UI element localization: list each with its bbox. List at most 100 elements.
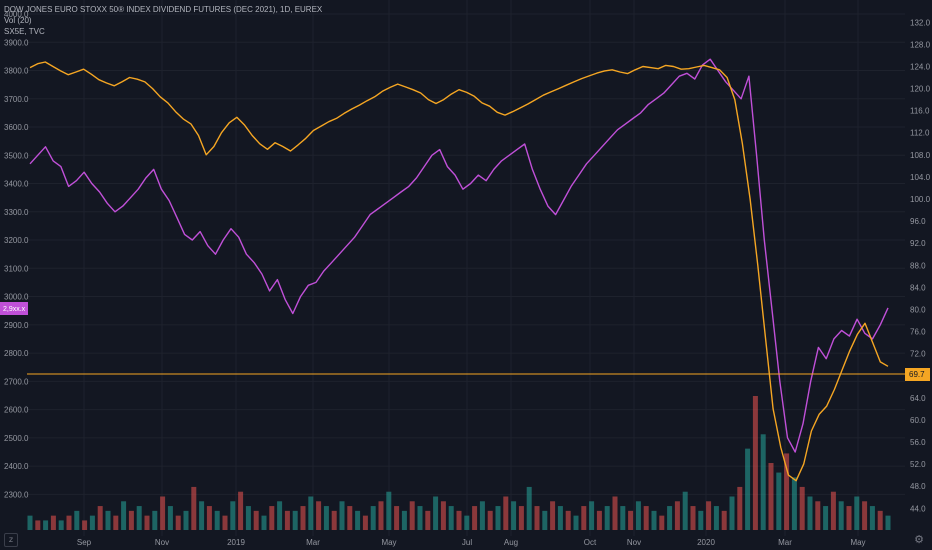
right-axis-tick-label: 52.0 [910,460,926,469]
grid [27,0,905,536]
x-axis-tick-label: Nov [155,538,169,547]
left-axis-tick-label: 3200.0 [4,236,29,245]
right-axis-tick-label: 96.0 [910,217,926,226]
legend-compare-symbol[interactable]: SX5E, TVC [4,27,45,36]
settings-gear-icon[interactable]: ⚙ [914,533,924,546]
volume-bars [27,396,891,530]
right-axis-tick-label: 100.0 [910,195,931,204]
volume-bar [612,496,618,530]
x-axis-tick-label: Aug [504,538,518,547]
volume-bar [284,510,290,530]
volume-bar [50,515,56,530]
left-axis-tick-label: 3400.0 [4,180,29,189]
volume-bar [846,506,852,530]
right-axis-tick-label: 88.0 [910,261,926,270]
right-axis-tick-label: 124.0 [910,62,931,71]
volume-bar [838,501,844,530]
right-current-label-text: 69.7 [909,370,925,379]
right-axis-tick-label: 60.0 [910,416,926,425]
volume-bar [105,510,111,530]
volume-bar [144,515,150,530]
volume-bar [752,396,758,530]
volume-bar [674,501,680,530]
left-axis-tick-label: 2800.0 [4,349,29,358]
volume-bar [620,506,626,530]
right-axis-tick-label: 116.0 [910,107,930,116]
volume-bar [456,510,462,530]
right-axis-tick-label: 80.0 [910,305,926,314]
volume-bar [152,510,158,530]
volume-bar [331,510,337,530]
volume-bar [409,501,415,530]
volume-bar [698,510,704,530]
volume-bar [448,506,454,530]
left-price-axis[interactable]: 4000.0 3900.0 3800.0 3700.0 3600.0 3500.0 3400… [4,10,29,499]
volume-bar [128,510,134,530]
volume-bar [347,506,353,530]
volume-bar [300,506,306,530]
volume-bar [261,515,267,530]
volume-bar [862,501,868,530]
left-axis-tick-label: 3300.0 [4,208,29,217]
right-current-label-box [905,368,930,381]
time-axis[interactable]: Sep Nov 2019 Mar May Jul Aug Oct Nov 2020 Mar May [77,538,866,547]
volume-bar [433,496,439,530]
volume-bar [651,510,657,530]
left-axis-tick-label: 3700.0 [4,95,29,104]
volume-bar [425,510,431,530]
volume-bar [776,472,782,530]
left-axis-tick-label: 3900.0 [4,38,29,47]
volume-bar [206,506,212,530]
volume-bar [113,515,119,530]
x-axis-tick-label: May [850,538,865,547]
volume-bar [542,510,548,530]
volume-bar [854,496,860,530]
volume-bar [534,506,540,530]
volume-bar [807,496,813,530]
x-axis-tick-label: 2019 [227,538,245,547]
volume-bar [729,496,735,530]
volume-bar [830,491,836,530]
volume-bar [253,510,259,530]
right-price-axis[interactable]: 132.0 128.0 124.0 120.0 116.0 112.0 108.0 104.0… [910,18,931,513]
volume-bar [479,501,485,530]
chart-legend: DOW JONES EURO STOXX 50® INDEX DIVIDEND … [4,4,322,37]
volume-bar [386,491,392,530]
volume-bar [66,515,72,530]
volume-bar [745,448,751,530]
volume-bar [877,510,883,530]
volume-bar [269,506,275,530]
legend-volume[interactable]: Vol (20) [4,16,32,25]
volume-bar [791,477,797,530]
volume-bar [706,501,712,530]
x-axis-tick-label: Mar [306,538,320,547]
legend-main-symbol[interactable]: DOW JONES EURO STOXX 50® INDEX DIVIDEND … [4,5,323,14]
volume-bar [628,510,634,530]
right-axis-tick-label: 92.0 [910,239,926,248]
volume-bar [573,515,579,530]
volume-bar [557,506,563,530]
left-axis-tick-label: 2700.0 [4,377,29,386]
right-axis-tick-label: 128.0 [910,40,931,49]
volume-bar [417,506,423,530]
volume-bar [245,506,251,530]
right-axis-tick-label: 48.0 [910,482,926,491]
volume-bar [160,496,166,530]
right-axis-tick-label: 112.0 [910,129,930,138]
x-axis-tick-label: 2020 [697,538,715,547]
left-current-label-box [0,302,28,315]
left-axis-tick-label: 2300.0 [4,490,29,499]
volume-bar [362,515,368,530]
right-current-label: 69.7 [905,368,930,381]
volume-bar [682,491,688,530]
volume-bar [339,501,345,530]
volume-bar [885,515,891,530]
volume-bar [222,515,228,530]
volume-bar [511,501,517,530]
series-lines [29,58,889,482]
timezone-icon[interactable]: z [4,533,18,547]
volume-bar [487,510,493,530]
volume-bar [518,506,524,530]
volume-bar [308,496,314,530]
